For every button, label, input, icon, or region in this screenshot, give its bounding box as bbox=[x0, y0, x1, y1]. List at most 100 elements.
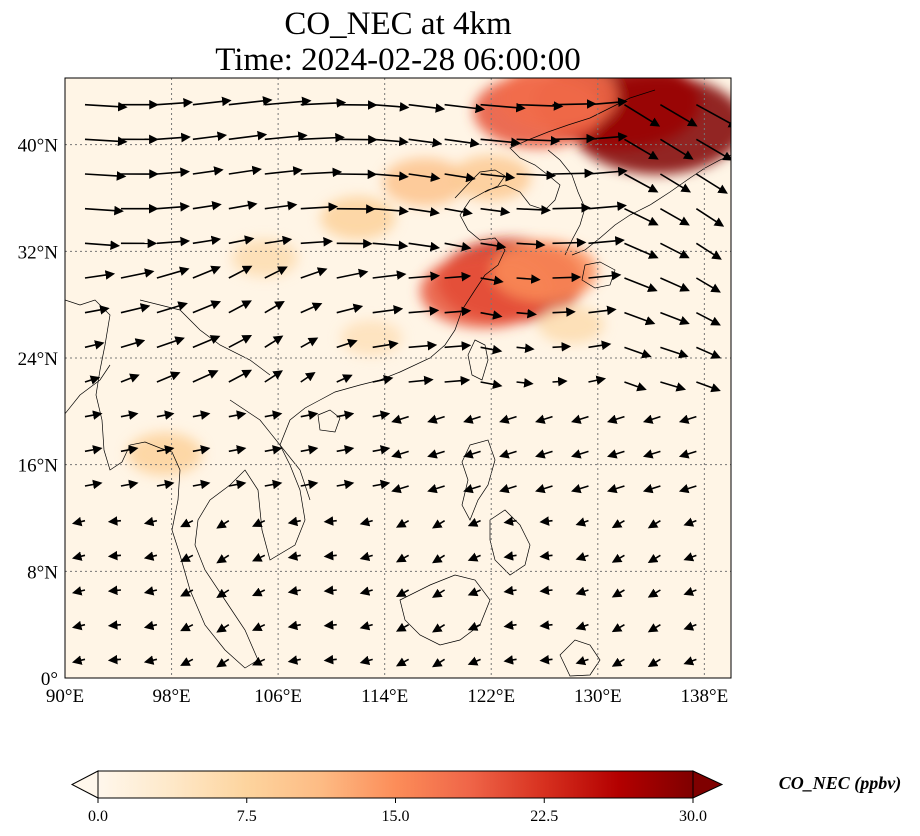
wind-arrow bbox=[391, 449, 409, 459]
wind-arrow bbox=[71, 516, 86, 527]
wind-arrow bbox=[467, 587, 481, 597]
wind-arrow bbox=[647, 553, 661, 563]
wind-arrow bbox=[372, 102, 410, 112]
wind-arrow bbox=[552, 237, 587, 248]
wind-arrow bbox=[660, 207, 690, 226]
wind-arrow bbox=[372, 171, 409, 181]
wind-arrow bbox=[624, 277, 658, 293]
wind-arrow bbox=[539, 585, 553, 596]
wind-arrow bbox=[408, 137, 443, 148]
wind-arrow bbox=[252, 656, 266, 666]
x-tick-label: 138°E bbox=[681, 686, 729, 707]
wind-arrow bbox=[606, 449, 625, 459]
wind-arrow bbox=[71, 586, 86, 596]
wind-arrow bbox=[300, 410, 319, 420]
wind-arrow bbox=[192, 445, 211, 455]
wind-arrow bbox=[359, 586, 373, 596]
wind-arrow bbox=[264, 131, 308, 141]
wind-arrow bbox=[539, 654, 553, 665]
wind-arrow bbox=[552, 168, 595, 179]
x-tick-label: 130°E bbox=[574, 686, 622, 707]
wind-arrow bbox=[192, 166, 224, 176]
wind-arrow bbox=[624, 346, 652, 359]
wind-arrow bbox=[180, 518, 194, 528]
wind-arrow bbox=[192, 131, 228, 141]
wind-arrow bbox=[467, 621, 481, 631]
wind-arrow bbox=[588, 270, 622, 281]
wind-arrow bbox=[216, 623, 230, 633]
wind-arrow bbox=[588, 340, 612, 351]
wind-arrow bbox=[463, 414, 481, 424]
wind-arrow bbox=[336, 374, 353, 384]
wind-arrow bbox=[336, 410, 355, 420]
wind-arrow bbox=[264, 166, 303, 176]
colorbar-tick-label: 22.5 bbox=[530, 808, 558, 825]
wind-arrow bbox=[695, 311, 721, 326]
wind-arrow bbox=[252, 587, 266, 597]
wind-arrow bbox=[624, 381, 647, 392]
wind-arrow bbox=[683, 517, 697, 527]
wind-arrow bbox=[571, 484, 589, 494]
wind-arrow bbox=[683, 621, 697, 631]
wind-arrow bbox=[156, 167, 190, 177]
wind-arrow bbox=[359, 655, 373, 666]
wind-arrow bbox=[678, 484, 697, 494]
wind-arrow bbox=[287, 620, 301, 631]
wind-arrow bbox=[156, 479, 175, 490]
wind-arrow bbox=[695, 242, 722, 260]
wind-arrow bbox=[300, 267, 328, 279]
wind-arrow bbox=[156, 301, 188, 314]
wind-arrow bbox=[372, 445, 391, 455]
wind-arrow bbox=[192, 370, 219, 383]
wind-arrow bbox=[216, 554, 230, 564]
wind-arrow bbox=[300, 302, 323, 314]
wind-arrow bbox=[427, 414, 445, 424]
wind-arrow bbox=[467, 656, 481, 666]
concentration-field bbox=[127, 78, 731, 476]
wind-arrow bbox=[84, 305, 110, 315]
wind-arrow bbox=[300, 479, 319, 490]
x-tick-label: 122°E bbox=[467, 686, 515, 707]
wind-arrow bbox=[463, 484, 481, 494]
wind-arrow bbox=[395, 657, 410, 667]
wind-arrow bbox=[575, 656, 589, 666]
wind-arrow bbox=[84, 479, 103, 490]
wind-arrow bbox=[143, 551, 158, 561]
wind-arrow bbox=[552, 272, 582, 283]
wind-arrow bbox=[359, 517, 373, 527]
colorbar-tick-label: 7.5 bbox=[237, 808, 257, 825]
wind-arrow bbox=[535, 484, 553, 494]
wind-arrow bbox=[71, 620, 86, 631]
wind-arrow bbox=[336, 479, 355, 490]
wind-arrow bbox=[571, 449, 589, 459]
wind-arrow bbox=[683, 656, 697, 666]
wind-arrow bbox=[336, 268, 369, 279]
wind-arrow bbox=[480, 137, 521, 148]
wind-arrow bbox=[624, 207, 659, 226]
wind-arrow bbox=[516, 135, 561, 146]
wind-arrow bbox=[84, 101, 128, 112]
wind-arrow bbox=[624, 138, 659, 160]
wind-arrow bbox=[624, 242, 659, 259]
axis-ticks: 90°E 98°E 106°E 114°E 122°E 130°E 138°E 0° 8°N 16… bbox=[18, 136, 729, 707]
wind-arrow bbox=[480, 172, 516, 182]
wind-arrow bbox=[372, 206, 409, 216]
wind-arrow bbox=[84, 410, 103, 420]
wind-arrow bbox=[156, 410, 175, 420]
x-tick-label: 98°E bbox=[152, 686, 190, 707]
wind-arrow bbox=[300, 98, 347, 108]
wind-arrow bbox=[264, 370, 283, 383]
wind-arrow bbox=[300, 445, 319, 455]
wind-arrow bbox=[503, 655, 517, 665]
wind-arrow bbox=[606, 414, 625, 424]
wind-arrow bbox=[143, 516, 158, 527]
wind-arrow bbox=[432, 588, 446, 598]
wind-arrow bbox=[571, 414, 589, 424]
figure-title-line1: CO_NEC at 4km bbox=[284, 6, 512, 42]
wind-arrow bbox=[120, 373, 140, 383]
colorbar-tick-label: 0.0 bbox=[88, 808, 108, 825]
wind-arrow bbox=[120, 268, 155, 279]
wind-arrow bbox=[359, 621, 373, 631]
wind-arrow bbox=[660, 311, 690, 325]
wind-arrow bbox=[480, 241, 507, 251]
